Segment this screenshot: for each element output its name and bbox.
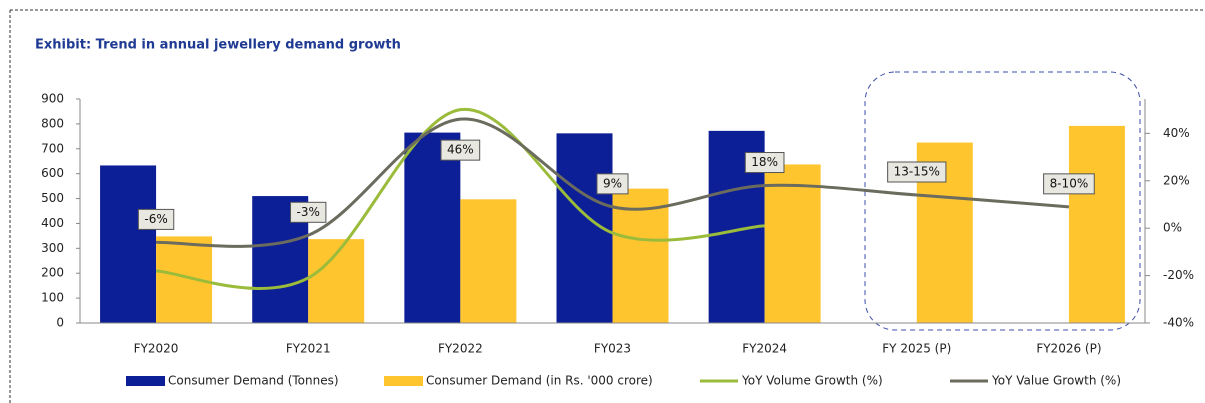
value-label-text: 18% xyxy=(751,155,778,169)
bar xyxy=(460,199,517,323)
value-label: 46% xyxy=(440,139,481,161)
value-label: -3% xyxy=(290,201,327,223)
y2-tick-label: 20% xyxy=(1163,173,1190,187)
y-tick-label: 500 xyxy=(41,191,64,205)
legend-label: Consumer Demand (in Rs. '000 crore) xyxy=(426,374,653,388)
x-tick-label: FY2020 xyxy=(134,342,179,356)
x-tick-label: FY2026 (P) xyxy=(1036,342,1101,356)
y-tick-label: 900 xyxy=(41,92,64,106)
value-label-text: -6% xyxy=(144,212,167,226)
value-label-box xyxy=(290,201,327,223)
legend-swatch xyxy=(126,376,165,386)
y-tick-label: 400 xyxy=(41,216,64,230)
y-tick-label: 600 xyxy=(41,166,64,180)
value-label: -6% xyxy=(137,208,175,230)
bar xyxy=(100,165,157,323)
value-label-box xyxy=(440,139,481,161)
y-tick-label: 300 xyxy=(41,241,64,255)
value-label-text: 46% xyxy=(447,143,474,157)
bar xyxy=(764,164,821,323)
x-tick-label: FY2024 xyxy=(742,342,787,356)
line xyxy=(156,117,1070,248)
value-label-text: 9% xyxy=(603,176,622,190)
y2-tick-label: 40% xyxy=(1163,126,1190,140)
line xyxy=(155,108,765,290)
legend-label: Consumer Demand (Tonnes) xyxy=(168,374,339,388)
bar xyxy=(1068,125,1125,323)
x-tick-label: FY 2025 (P) xyxy=(882,342,951,356)
value-label: 8-10% xyxy=(1043,173,1095,195)
value-label-text: 13-15% xyxy=(894,165,940,179)
legend-label: YoY Volume Growth (%) xyxy=(741,374,883,388)
y-tick-label: 0 xyxy=(56,316,64,330)
value-label-box xyxy=(596,173,629,195)
value-label: 9% xyxy=(596,173,629,195)
y-tick-label: 800 xyxy=(41,116,64,130)
y-tick-label: 700 xyxy=(41,141,64,155)
legend-swatch xyxy=(384,376,423,386)
bar xyxy=(612,188,669,323)
y2-tick-label: 0% xyxy=(1163,221,1182,235)
y2-tick-label: -20% xyxy=(1163,268,1194,282)
chart-title: Exhibit: Trend in annual jewellery deman… xyxy=(35,38,401,53)
projection-box xyxy=(864,71,1141,331)
value-label-box xyxy=(1043,173,1095,195)
value-label: 18% xyxy=(744,152,785,174)
y-tick-label: 200 xyxy=(41,266,64,280)
x-tick-label: FY023 xyxy=(594,342,631,356)
value-label-box xyxy=(137,208,175,230)
bar xyxy=(404,132,461,323)
value-label-text: -3% xyxy=(297,205,320,219)
value-label-box xyxy=(744,152,785,174)
value-label-box xyxy=(887,161,947,183)
y-tick-label: 100 xyxy=(41,291,64,305)
x-tick-label: FY2022 xyxy=(438,342,483,356)
value-label-text: 8-10% xyxy=(1050,176,1089,190)
value-label: 13-15% xyxy=(887,161,947,183)
x-tick-label: FY2021 xyxy=(286,342,331,356)
y2-tick-label: -40% xyxy=(1163,316,1194,330)
legend-label: YoY Value Growth (%) xyxy=(991,374,1121,388)
